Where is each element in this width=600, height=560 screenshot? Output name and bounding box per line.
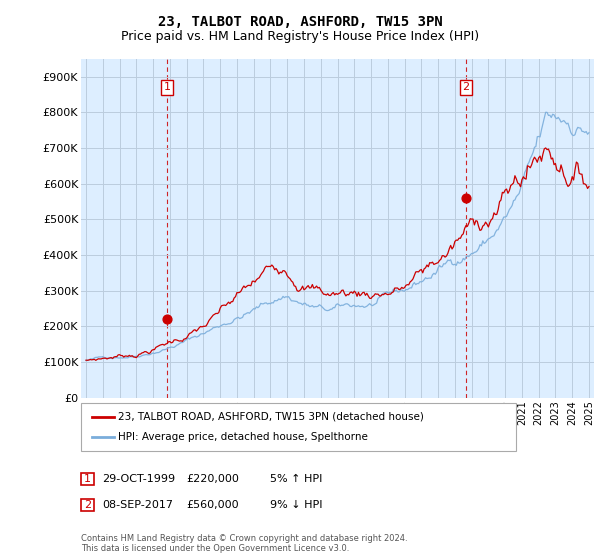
- Text: £220,000: £220,000: [186, 474, 239, 484]
- Text: 23, TALBOT ROAD, ASHFORD, TW15 3PN: 23, TALBOT ROAD, ASHFORD, TW15 3PN: [158, 15, 442, 29]
- Text: Contains HM Land Registry data © Crown copyright and database right 2024.
This d: Contains HM Land Registry data © Crown c…: [81, 534, 407, 553]
- Text: 9% ↓ HPI: 9% ↓ HPI: [270, 500, 323, 510]
- Text: HPI: Average price, detached house, Spelthorne: HPI: Average price, detached house, Spel…: [118, 432, 368, 442]
- Point: [461, 193, 471, 202]
- Text: 08-SEP-2017: 08-SEP-2017: [102, 500, 173, 510]
- Text: 29-OCT-1999: 29-OCT-1999: [102, 474, 175, 484]
- Point: [162, 315, 172, 324]
- Text: 2: 2: [84, 500, 91, 510]
- Text: £560,000: £560,000: [186, 500, 239, 510]
- Text: 23, TALBOT ROAD, ASHFORD, TW15 3PN (detached house): 23, TALBOT ROAD, ASHFORD, TW15 3PN (deta…: [118, 412, 424, 422]
- Text: 2: 2: [463, 82, 470, 92]
- Text: 1: 1: [164, 82, 170, 92]
- Text: Price paid vs. HM Land Registry's House Price Index (HPI): Price paid vs. HM Land Registry's House …: [121, 30, 479, 43]
- Text: 5% ↑ HPI: 5% ↑ HPI: [270, 474, 322, 484]
- Text: 1: 1: [84, 474, 91, 484]
